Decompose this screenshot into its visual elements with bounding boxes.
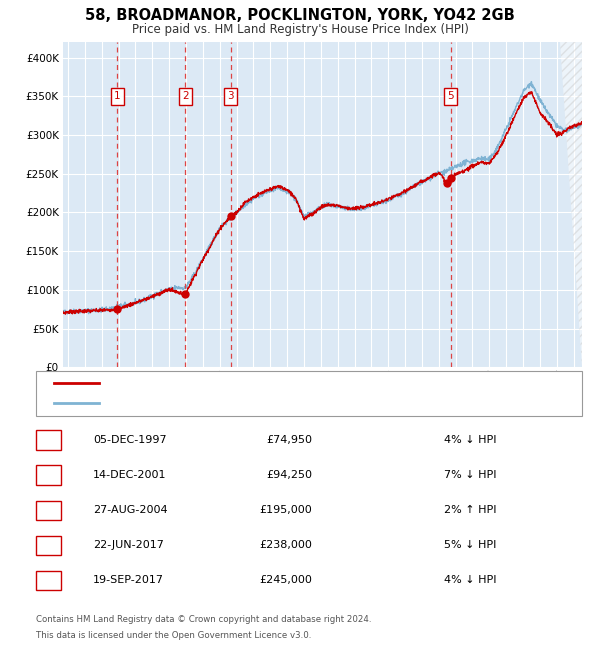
Text: 19-SEP-2017: 19-SEP-2017 <box>93 575 164 586</box>
Text: 3: 3 <box>45 505 52 515</box>
Text: Price paid vs. HM Land Registry's House Price Index (HPI): Price paid vs. HM Land Registry's House … <box>131 23 469 36</box>
Text: 14-DEC-2001: 14-DEC-2001 <box>93 470 167 480</box>
Text: 4: 4 <box>45 540 52 551</box>
Text: 1: 1 <box>45 435 52 445</box>
Text: This data is licensed under the Open Government Licence v3.0.: This data is licensed under the Open Gov… <box>36 631 311 640</box>
Text: 22-JUN-2017: 22-JUN-2017 <box>93 540 164 551</box>
Text: 3: 3 <box>227 92 234 101</box>
Text: 2: 2 <box>182 92 188 101</box>
Text: 2: 2 <box>45 470 52 480</box>
Text: 27-AUG-2004: 27-AUG-2004 <box>93 505 167 515</box>
Text: 4% ↓ HPI: 4% ↓ HPI <box>444 435 497 445</box>
Text: 5: 5 <box>448 92 454 101</box>
Text: Contains HM Land Registry data © Crown copyright and database right 2024.: Contains HM Land Registry data © Crown c… <box>36 615 371 624</box>
Text: 58, BROADMANOR, POCKLINGTON, YORK, YO42 2GB: 58, BROADMANOR, POCKLINGTON, YORK, YO42 … <box>85 8 515 23</box>
Polygon shape <box>560 42 582 367</box>
Text: 5: 5 <box>45 575 52 586</box>
Text: 2% ↑ HPI: 2% ↑ HPI <box>444 505 497 515</box>
Text: £238,000: £238,000 <box>259 540 312 551</box>
Text: HPI: Average price, detached house, East Riding of Yorkshire: HPI: Average price, detached house, East… <box>105 398 421 408</box>
Text: 58, BROADMANOR, POCKLINGTON, YORK, YO42 2GB (detached house): 58, BROADMANOR, POCKLINGTON, YORK, YO42 … <box>105 378 472 388</box>
Text: 05-DEC-1997: 05-DEC-1997 <box>93 435 167 445</box>
Text: £195,000: £195,000 <box>259 505 312 515</box>
Text: £94,250: £94,250 <box>266 470 312 480</box>
Text: £74,950: £74,950 <box>266 435 312 445</box>
Text: 7% ↓ HPI: 7% ↓ HPI <box>444 470 497 480</box>
Text: 4% ↓ HPI: 4% ↓ HPI <box>444 575 497 586</box>
Text: £245,000: £245,000 <box>259 575 312 586</box>
Text: 1: 1 <box>114 92 121 101</box>
Text: 5% ↓ HPI: 5% ↓ HPI <box>444 540 496 551</box>
